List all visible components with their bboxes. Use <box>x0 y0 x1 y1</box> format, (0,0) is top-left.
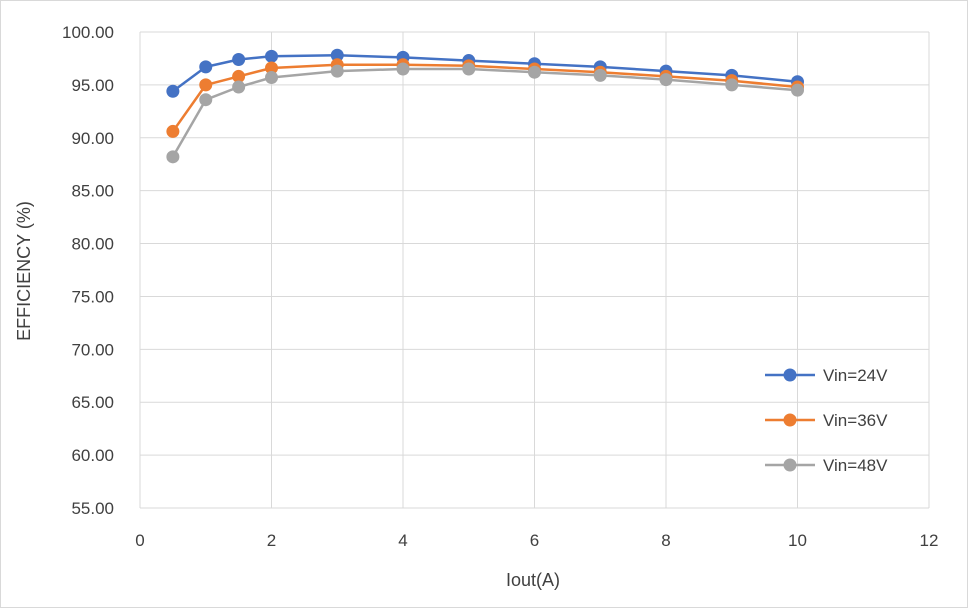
data-point <box>199 78 213 92</box>
data-point <box>265 49 278 63</box>
x-axis-title: Iout(A) <box>506 570 560 590</box>
y-axis-title: EFFICIENCY (%) <box>14 201 34 341</box>
y-tick-label: 55.00 <box>71 499 114 518</box>
data-point <box>199 60 213 74</box>
x-tick-label: 10 <box>788 531 807 550</box>
data-point <box>791 83 804 97</box>
legend-marker <box>783 413 797 427</box>
data-point <box>396 62 410 76</box>
y-tick-label: 90.00 <box>71 129 114 148</box>
data-point <box>593 68 607 82</box>
series-line <box>171 67 798 158</box>
data-point <box>330 64 344 78</box>
data-point <box>232 80 246 94</box>
data-point <box>232 69 246 83</box>
x-tick-label: 12 <box>920 531 939 550</box>
y-tick-label: 70.00 <box>71 340 114 359</box>
data-point <box>166 124 180 138</box>
x-tick-label: 0 <box>135 531 144 550</box>
data-point <box>528 65 541 79</box>
x-tick-label: 2 <box>267 531 276 550</box>
y-tick-label: 100.00 <box>62 23 114 42</box>
y-tick-label: 60.00 <box>71 446 114 465</box>
data-point <box>659 73 673 87</box>
data-point <box>265 70 278 84</box>
data-point <box>265 61 278 75</box>
data-point <box>330 48 344 62</box>
data-point <box>166 150 180 164</box>
x-tick-label: 6 <box>530 531 539 550</box>
legend-label: Vin=24V <box>823 366 888 385</box>
y-tick-label: 65.00 <box>71 393 114 412</box>
legend-label: Vin=48V <box>823 456 888 475</box>
y-tick-label: 75.00 <box>71 287 114 306</box>
legend-marker <box>783 458 797 472</box>
y-tick-label: 80.00 <box>71 235 114 254</box>
y-tick-label: 95.00 <box>71 76 114 95</box>
data-point <box>166 84 180 98</box>
x-tick-label: 8 <box>661 531 670 550</box>
data-point <box>232 53 246 67</box>
legend-label: Vin=36V <box>823 411 888 430</box>
legend-marker <box>783 368 797 382</box>
y-tick-label: 85.00 <box>71 182 114 201</box>
data-point <box>462 62 476 76</box>
data-point <box>199 93 213 107</box>
data-point <box>725 78 739 92</box>
x-tick-label: 4 <box>398 531 407 550</box>
